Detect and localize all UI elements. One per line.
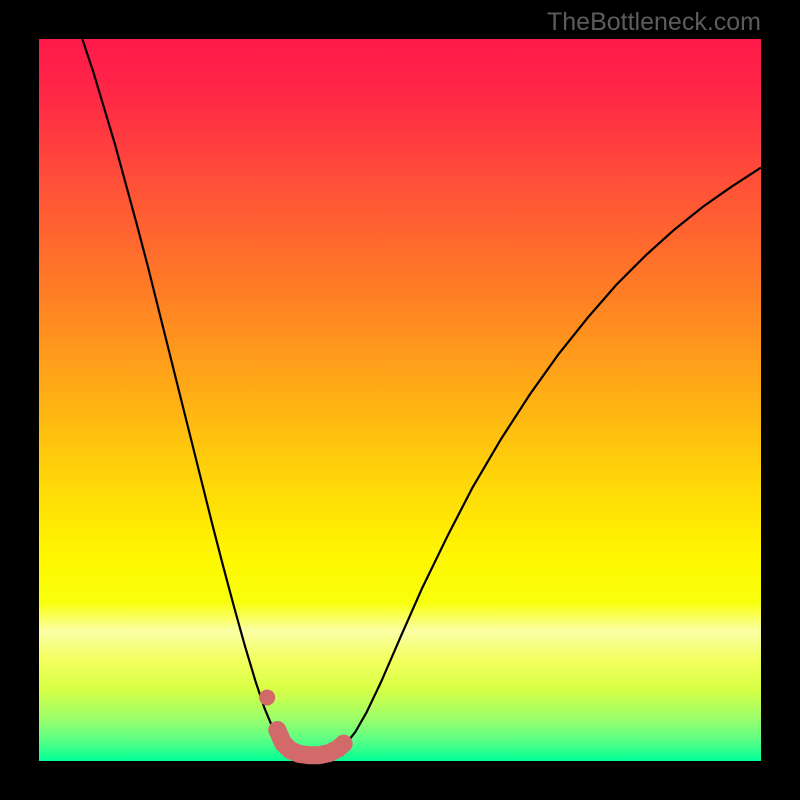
bottleneck-chart: { "canvas": { "width_px": 800, "height_p… — [0, 0, 800, 800]
bottom-highlight-worm — [277, 730, 343, 755]
watermark-text: TheBottleneck.com — [547, 8, 761, 37]
bottleneck-curve-svg — [39, 39, 761, 761]
curve-marker-dot — [259, 689, 275, 705]
bottleneck-curve-line — [82, 39, 761, 758]
